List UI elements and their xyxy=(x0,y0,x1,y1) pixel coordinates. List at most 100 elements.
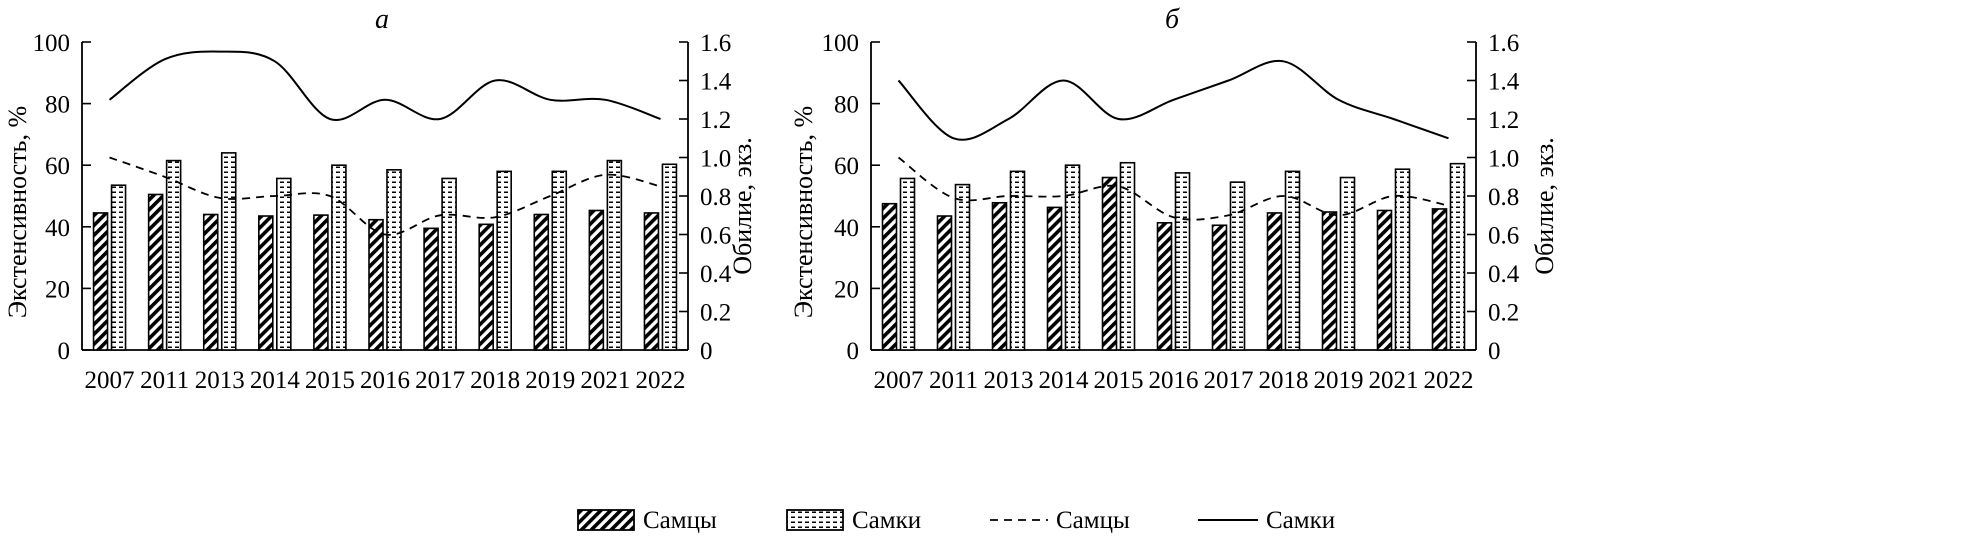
left-tick-label: 20 xyxy=(834,276,859,303)
x-tick-label: 2017 xyxy=(415,367,465,394)
legend-label-females-line: Самки xyxy=(1266,507,1335,534)
bar-males xyxy=(643,212,660,351)
right-tick-label: 0 xyxy=(700,338,713,365)
right-tick-label: 1.2 xyxy=(1488,107,1519,134)
bar-males xyxy=(1376,209,1393,351)
right-tick-label: 1.4 xyxy=(1488,69,1520,96)
bar-males xyxy=(1321,211,1338,351)
x-tick-label: 2021 xyxy=(580,367,630,394)
bar-males xyxy=(1046,206,1063,351)
left-tick-label: 80 xyxy=(45,92,70,119)
left-tick-label: 20 xyxy=(45,276,70,303)
bar-males xyxy=(1431,208,1448,351)
bar-females xyxy=(661,163,678,351)
line-males xyxy=(109,156,661,236)
chart-title: а xyxy=(375,4,389,35)
right-axis-label: Обилие, экз. xyxy=(728,137,757,275)
legend-label-males-bar: Самцы xyxy=(643,507,717,534)
x-tick-label: 2014 xyxy=(250,367,301,394)
x-tick-label: 2017 xyxy=(1204,367,1254,394)
x-tick-label: 2019 xyxy=(1314,367,1364,394)
right-tick-label: 0 xyxy=(1488,338,1501,365)
bar-females xyxy=(551,170,568,351)
right-tick-label: 1.6 xyxy=(700,30,731,57)
right-tick-label: 1.6 xyxy=(1488,30,1519,57)
bar-females xyxy=(1339,176,1356,351)
bar-males xyxy=(423,227,439,351)
x-tick-label: 2013 xyxy=(195,367,245,394)
line-females xyxy=(897,59,1449,141)
bar-males xyxy=(588,209,605,351)
bar-females xyxy=(899,177,916,351)
legend-swatch-hatched xyxy=(577,509,635,531)
left-tick-label: 40 xyxy=(45,215,70,242)
chart-title: б xyxy=(1165,4,1180,35)
bar-males xyxy=(533,213,550,351)
bar-females xyxy=(441,177,457,351)
bar-females xyxy=(1119,161,1136,351)
x-tick-label: 2019 xyxy=(525,367,575,394)
bar-females xyxy=(496,170,512,351)
x-tick-label: 2016 xyxy=(1149,367,1199,394)
bar-males xyxy=(1101,176,1118,351)
bar-males xyxy=(1156,221,1173,351)
bar-females xyxy=(331,164,347,351)
bar-males xyxy=(313,214,329,351)
right-axis-label: Обилие, экз. xyxy=(1530,137,1559,275)
x-tick-label: 2011 xyxy=(929,367,978,394)
bar-females xyxy=(220,152,237,351)
right-tick-label: 0.4 xyxy=(1488,261,1520,288)
left-tick-label: 80 xyxy=(834,92,859,119)
left-tick-label: 60 xyxy=(45,153,70,180)
x-tick-label: 2016 xyxy=(360,367,410,394)
bar-males xyxy=(368,218,384,351)
right-tick-label: 1.2 xyxy=(700,107,731,134)
bar-females xyxy=(1229,181,1246,351)
bar-males xyxy=(991,201,1008,351)
legend-item-males-bar: Самцы xyxy=(577,507,717,534)
right-tick-label: 0.4 xyxy=(700,261,732,288)
line-males xyxy=(897,156,1449,221)
bar-females xyxy=(110,184,127,351)
bar-males xyxy=(478,223,494,351)
chart-panel-b: б 0 20 40 60 80 100 0 0.2 0.4 0.6 0.8 1.0 1.2 1.4 1.6 Эк… xyxy=(789,4,1559,394)
bar-males xyxy=(202,213,219,351)
bar-females xyxy=(1284,170,1301,351)
left-axis-label: Экстенсивность, % xyxy=(3,106,32,318)
bar-females xyxy=(1174,172,1191,351)
x-tick-label: 2007 xyxy=(874,367,924,394)
right-tick-label: 0.2 xyxy=(700,300,731,327)
legend-item-males-line: Самцы xyxy=(990,507,1130,534)
right-tick-label: 1.4 xyxy=(700,69,732,96)
right-tick-label: 0.6 xyxy=(700,223,731,250)
legend: Самцы Самки Самцы Самки xyxy=(577,507,1335,534)
x-tick-label: 2022 xyxy=(635,367,685,394)
bar-males xyxy=(1211,224,1228,351)
line-females xyxy=(108,50,661,122)
x-tick-label: 2013 xyxy=(984,367,1034,394)
left-tick-label: 0 xyxy=(58,338,71,365)
right-tick-label: 1.0 xyxy=(1488,146,1519,173)
x-tick-label: 2015 xyxy=(305,367,355,394)
right-tick-label: 0.8 xyxy=(700,184,731,211)
bar-males xyxy=(1266,212,1283,351)
x-tick-label: 2015 xyxy=(1094,367,1144,394)
left-axis-label: Экстенсивность, % xyxy=(789,106,818,318)
bar-males xyxy=(147,193,164,351)
x-tick-label: 2021 xyxy=(1369,367,1419,394)
bar-females xyxy=(1449,162,1466,351)
right-tick-label: 0.2 xyxy=(1488,300,1519,327)
legend-label-males-line: Самцы xyxy=(1056,507,1130,534)
bar-females xyxy=(386,169,402,351)
left-tick-label: 40 xyxy=(834,215,859,242)
x-tick-label: 2018 xyxy=(470,367,520,394)
bar-females xyxy=(165,159,182,351)
bar-females xyxy=(276,177,292,351)
right-tick-label: 1.0 xyxy=(700,146,731,173)
legend-label-females-bar: Самки xyxy=(852,507,921,534)
bar-females xyxy=(1009,170,1026,351)
legend-swatch-dashed xyxy=(786,509,844,531)
bar-females xyxy=(606,159,623,351)
x-tick-label: 2022 xyxy=(1424,367,1474,394)
